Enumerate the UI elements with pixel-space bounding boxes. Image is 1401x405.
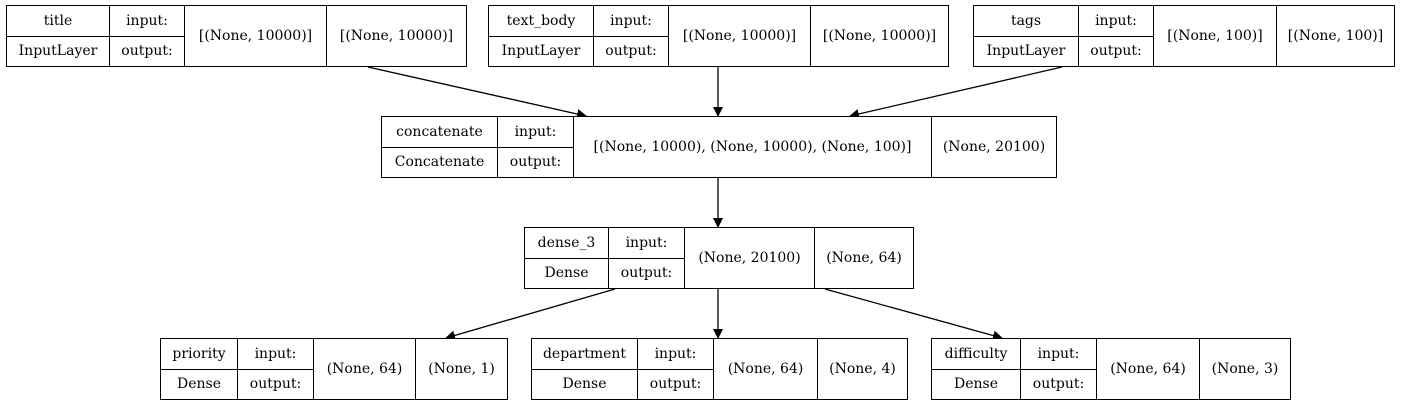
output-label: output:	[649, 376, 702, 393]
node-difficulty: difficulty Dense input: output: (None, 6…	[931, 338, 1291, 400]
output-label: output:	[121, 43, 173, 60]
node-text-body: text_body InputLayer input: output: [(No…	[488, 5, 949, 67]
layer-name: dense_3	[525, 228, 608, 259]
layer-name: concatenate	[382, 117, 497, 148]
node-name-col: dense_3 Dense	[525, 228, 609, 288]
output-shape: (None, 4)	[829, 361, 896, 377]
layer-type: Dense	[954, 376, 998, 393]
layer-name: priority	[161, 339, 237, 370]
node-name-col: priority Dense	[161, 339, 238, 399]
input-shape: [(None, 100)]	[1154, 6, 1277, 66]
output-shape: (None, 64)	[826, 250, 902, 266]
layer-name: text_body	[489, 6, 593, 37]
layer-type: Dense	[544, 265, 589, 282]
input-shape: (None, 64)	[1097, 339, 1200, 399]
output-label: output:	[1090, 43, 1142, 60]
input-label: input:	[110, 6, 184, 37]
node-name-col: concatenate Concatenate	[382, 117, 498, 177]
input-shape: [(None, 10000), (None, 10000), (None, 10…	[574, 117, 932, 177]
layer-type: InputLayer	[18, 43, 98, 60]
edge-tags-to-concatenate	[849, 66, 1063, 119]
node-io-col: input: output:	[238, 339, 314, 399]
edge-title-to-concatenate	[367, 66, 587, 119]
node-title: title InputLayer input: output: [(None, …	[6, 5, 467, 67]
input-label: input:	[1079, 6, 1153, 37]
edge-dense_3-to-difficulty	[824, 288, 1003, 341]
node-department: department Dense input: output: (None, 6…	[531, 338, 908, 400]
input-shape: (None, 20100)	[685, 228, 815, 288]
input-label: input:	[238, 339, 313, 370]
output-label: output:	[509, 154, 562, 171]
input-label: input:	[638, 339, 713, 370]
input-label: input:	[609, 228, 684, 259]
input-shape: (None, 64)	[714, 339, 818, 399]
node-io-col: input: output:	[498, 117, 574, 177]
layer-type: Dense	[562, 376, 607, 393]
edge-dense_3-to-priority	[445, 288, 616, 341]
node-name-col: tags InputLayer	[974, 6, 1079, 66]
node-io-col: input: output:	[1021, 339, 1097, 399]
input-shape: [(None, 10000)]	[669, 6, 811, 66]
input-label: input:	[498, 117, 573, 148]
output-label: output:	[249, 376, 302, 393]
node-io-col: input: output:	[1079, 6, 1154, 66]
output-label: output:	[605, 43, 657, 60]
output-shape: [(None, 100)]	[1287, 28, 1384, 44]
output-label: output:	[620, 265, 673, 282]
node-priority: priority Dense input: output: (None, 64)…	[160, 338, 508, 400]
layer-name: title	[7, 6, 109, 37]
node-io-col: input: output:	[594, 6, 669, 66]
input-label: input:	[594, 6, 668, 37]
layer-name: department	[532, 339, 637, 370]
node-concatenate: concatenate Concatenate input: output: […	[381, 116, 1057, 178]
node-name-col: title InputLayer	[7, 6, 110, 66]
layer-type: Concatenate	[394, 154, 485, 171]
layer-type: InputLayer	[986, 43, 1066, 60]
node-name-col: department Dense	[532, 339, 638, 399]
node-name-col: difficulty Dense	[932, 339, 1021, 399]
layer-type: InputLayer	[501, 43, 581, 60]
node-dense-3: dense_3 Dense input: output: (None, 2010…	[524, 227, 914, 289]
input-shape: [(None, 10000)]	[185, 6, 327, 66]
layer-type: Dense	[177, 376, 221, 393]
node-io-col: input: output:	[609, 228, 685, 288]
node-name-col: text_body InputLayer	[489, 6, 594, 66]
node-io-col: input: output:	[638, 339, 714, 399]
output-shape: [(None, 10000)]	[822, 28, 937, 44]
layer-name: tags	[974, 6, 1078, 37]
node-io-col: input: output:	[110, 6, 185, 66]
output-shape: (None, 20100)	[942, 139, 1046, 155]
layer-name: difficulty	[932, 339, 1020, 370]
output-shape: (None, 3)	[1211, 361, 1279, 377]
input-label: input:	[1021, 339, 1096, 370]
node-tags: tags InputLayer input: output: [(None, 1…	[973, 5, 1395, 67]
output-shape: [(None, 10000)]	[339, 28, 454, 44]
input-shape: (None, 64)	[314, 339, 416, 399]
output-shape: (None, 1)	[428, 361, 495, 377]
output-label: output:	[1032, 376, 1085, 393]
